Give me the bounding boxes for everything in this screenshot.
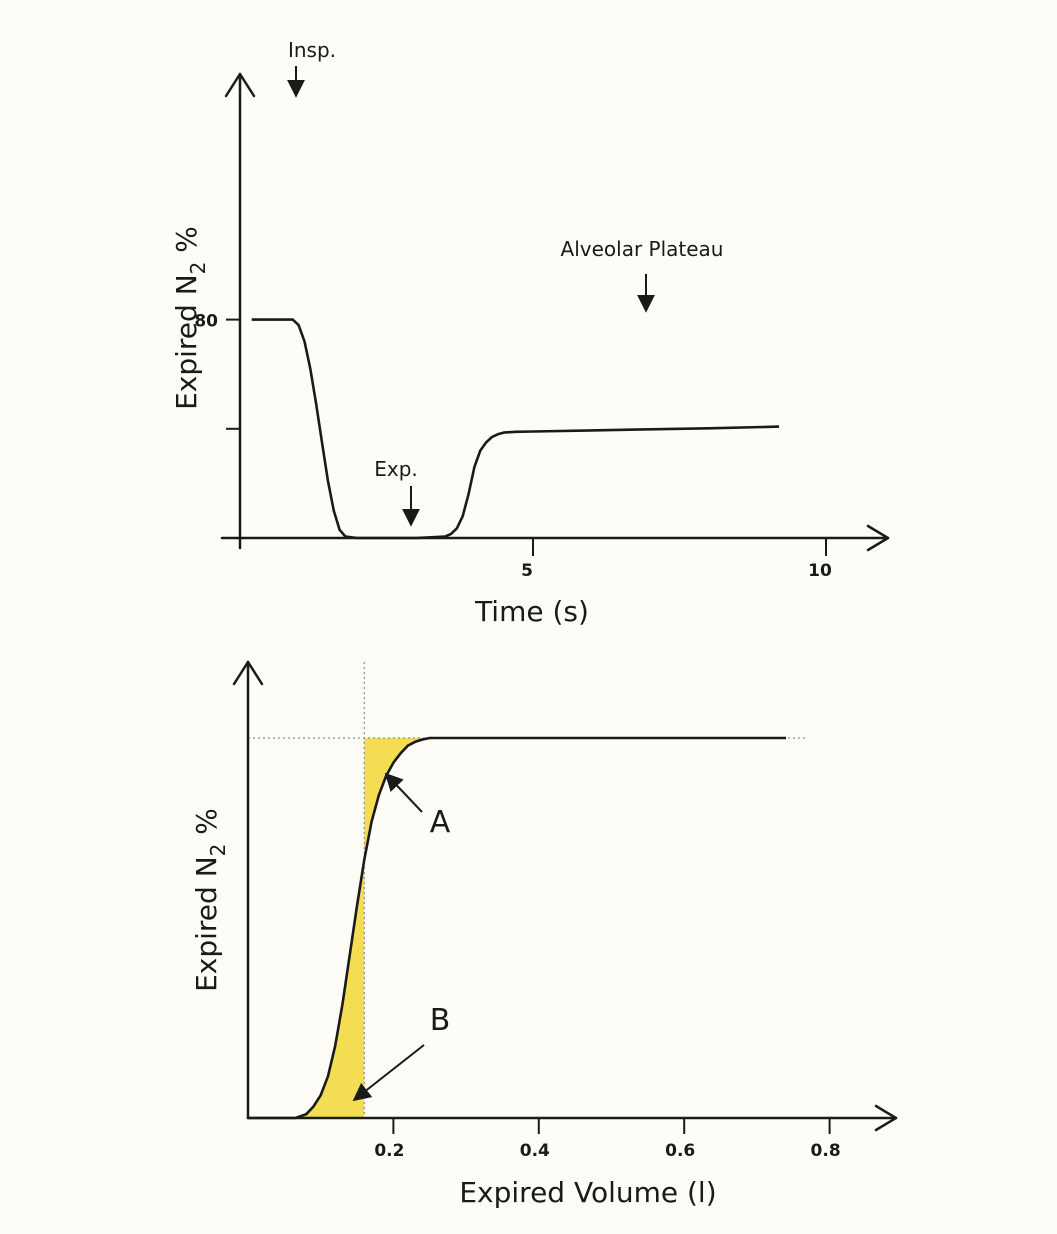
chart-volume-y-axis-title: Expired N2 % (190, 808, 230, 992)
annotation-exp-label: Exp. (374, 457, 418, 481)
region-a-label: A (430, 805, 451, 840)
chart-time-y-tick-label: 80 (194, 312, 218, 332)
chart-time-plot (251, 318, 780, 540)
chart-volume-series-line (248, 736, 786, 1120)
chart-time-x-tick-label: 5 (521, 561, 533, 581)
chart-volume-y-axis-title-tail: % (190, 808, 223, 844)
chart-time-y-axis-title-subscript: 2 (186, 262, 210, 275)
chart-time-x-axis-arrowhead (866, 524, 890, 552)
chart-time-x-axis-title: Time (s) (474, 595, 589, 628)
chart-time-x-tick-label: 10 (808, 561, 832, 581)
annotation-insp-label: Insp. (288, 38, 336, 62)
chart-volume-ticks: 0.2 0.4 0.6 0.8 (374, 1118, 841, 1161)
chart-volume-guides (248, 662, 808, 1118)
chart-volume-shading (295, 738, 437, 1118)
chart-volume-y-axis-title-subscript: 2 (206, 844, 230, 857)
chart-volume-x-axis-arrowhead (874, 1104, 898, 1132)
chart-volume-y-axis-arrowhead (232, 660, 264, 686)
chart-volume-x-tick-label: 0.2 (374, 1141, 404, 1161)
chart-volume-y-axis-title-main: Expired N (190, 856, 223, 992)
region-b-shading (295, 859, 365, 1118)
region-b-label: B (430, 1003, 451, 1038)
chart-volume-x-tick-label: 0.4 (520, 1141, 550, 1161)
region-a-arrow (384, 772, 423, 813)
chart-time-y-axis-title: Expired N2 % (170, 226, 210, 410)
chart-time-y-axis-title-main: Expired N (170, 274, 203, 410)
region-b-arrow (352, 1044, 425, 1102)
chart-volume-x-tick-label: 0.8 (811, 1141, 841, 1161)
annotation-alveolar-plateau-label: Alveolar Plateau (561, 237, 724, 261)
chart-time-y-axis-arrowhead (224, 72, 256, 98)
chart-time-ticks: 5 10 80 (194, 312, 832, 581)
chart-time: 5 10 80 Time (s) Expired N2 % Insp. Exp. A… (170, 38, 890, 628)
chart-volume: 0.2 0.4 0.6 0.8 Expired Volume (l) Expired … (190, 660, 898, 1209)
chart-time-y-axis-title-tail: % (170, 226, 203, 262)
chart-volume-x-tick-label: 0.6 (665, 1141, 695, 1161)
chart-volume-x-axis-title: Expired Volume (l) (459, 1176, 716, 1209)
chart-time-series-line (251, 318, 780, 540)
region-a-shading (364, 738, 437, 860)
chart-volume-plot (248, 736, 786, 1120)
